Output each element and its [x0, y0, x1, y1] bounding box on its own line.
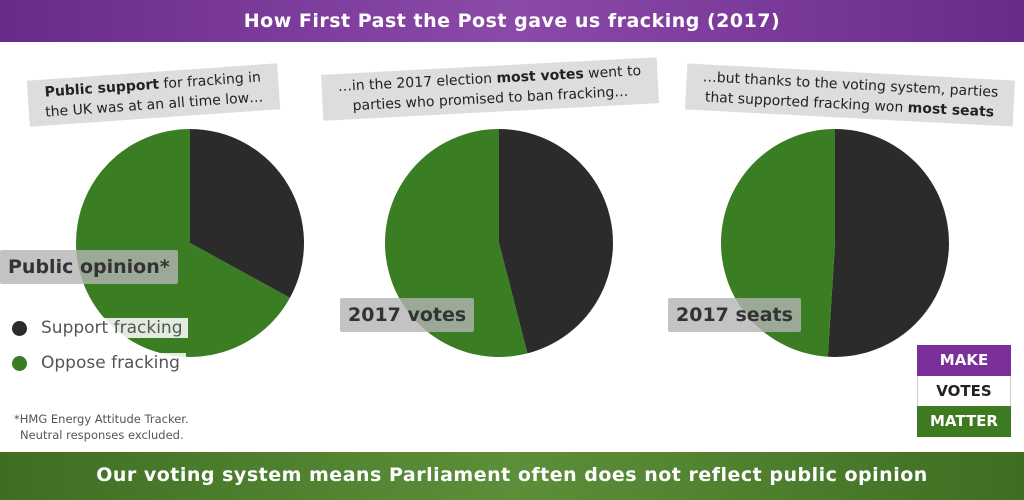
logo-text: MAKE: [917, 345, 1011, 376]
legend-item: Oppose fracking: [12, 353, 186, 373]
annotation-text: most seats: [907, 100, 995, 121]
footnote-line: *HMG Energy Attitude Tracker.: [14, 412, 189, 426]
logo-text: MATTER: [917, 406, 1011, 437]
legend-label: Support fracking: [41, 318, 183, 338]
footnote-line: Neutral responses excluded.: [20, 428, 184, 442]
footer-text: Our voting system means Parliament often…: [0, 452, 1024, 500]
logo-text: VOTES: [917, 375, 1011, 406]
annotation-text: most votes: [496, 66, 585, 87]
chart-label: 2017 votes: [340, 298, 475, 332]
legend-swatch: [12, 320, 27, 336]
chart-label: Public opinion*: [0, 250, 178, 284]
legend-item: Support fracking: [12, 318, 189, 338]
header-title: How First Past the Post gave us fracking…: [0, 0, 1024, 42]
footnote: *HMG Energy Attitude Tracker. Neutral re…: [14, 411, 189, 443]
logo: MAKE VOTES MATTER: [917, 345, 1011, 437]
legend-label: Oppose fracking: [41, 353, 180, 373]
legend-swatch: [12, 355, 27, 371]
pie-slice: [827, 129, 949, 357]
pie-slice: [190, 129, 305, 298]
pie-slice: [75, 129, 290, 358]
chart-label: 2017 seats: [668, 298, 801, 332]
pie-slice: [499, 129, 614, 354]
